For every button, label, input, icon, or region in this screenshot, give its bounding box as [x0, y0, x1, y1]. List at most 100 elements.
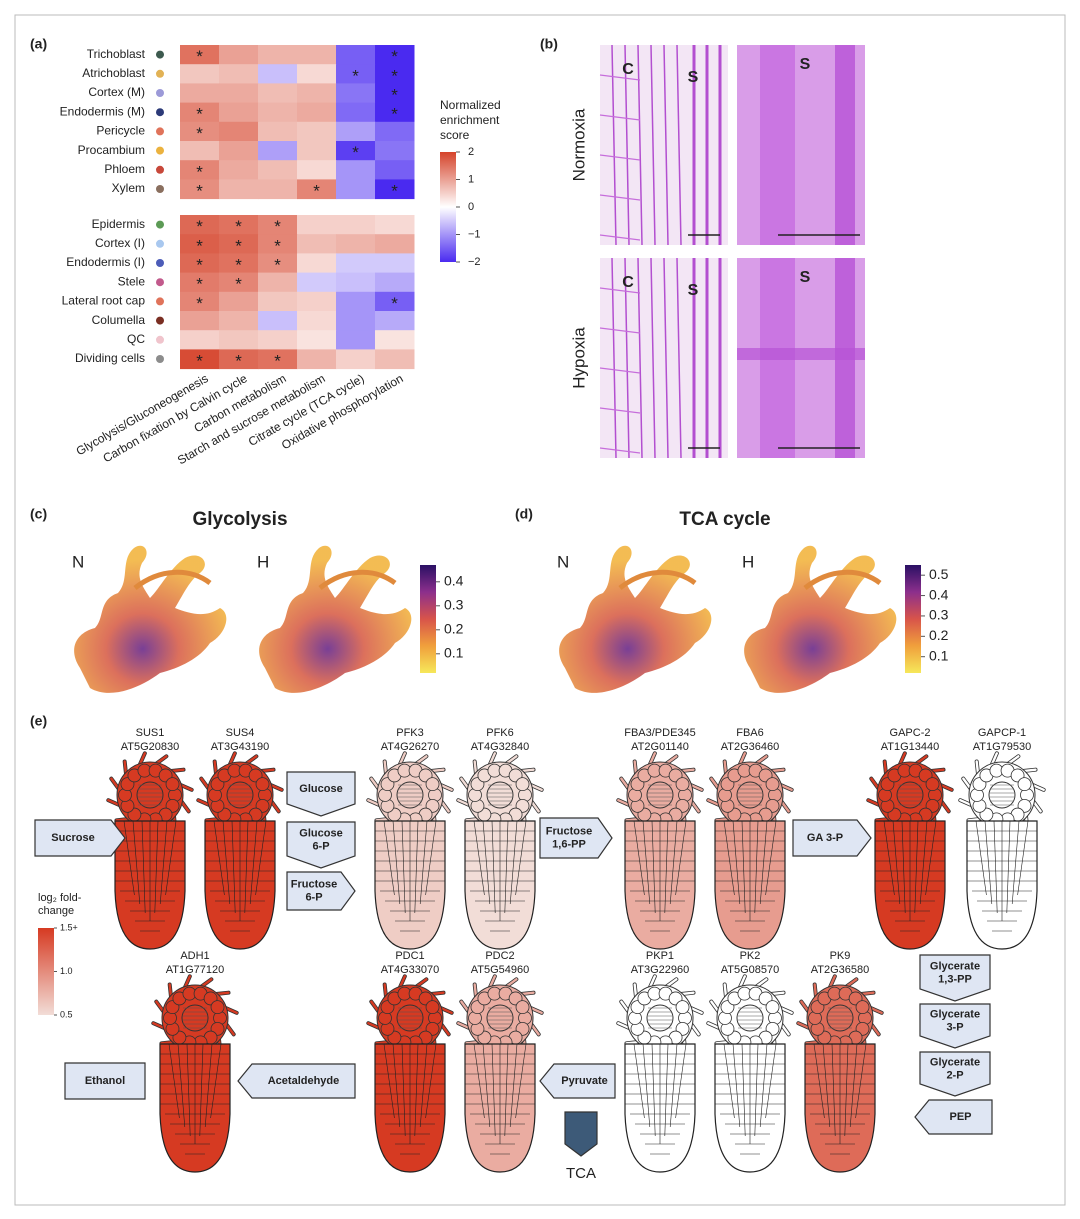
row-color-dot — [156, 297, 164, 306]
root-hair — [723, 760, 728, 776]
cell-wall — [599, 114, 641, 121]
root-hair — [383, 760, 388, 776]
heatmap-cell — [375, 311, 415, 331]
root-hair — [707, 1021, 721, 1030]
root-hair — [270, 800, 280, 813]
gene-id: AT5G08570 — [721, 964, 780, 976]
root-hair — [398, 752, 407, 766]
umap-title: Glycolysis — [192, 509, 287, 530]
heatmap-cell — [180, 179, 220, 200]
metabolite-arrow — [34, 819, 126, 857]
root-hair — [200, 777, 210, 790]
root-hair — [828, 975, 837, 989]
cell-file — [883, 820, 895, 896]
heatmap-cell — [180, 141, 220, 161]
heatmap-cell — [180, 349, 220, 370]
cell-file — [504, 1043, 509, 1137]
heatmap-cell — [336, 253, 376, 274]
root-hair — [715, 1040, 731, 1045]
metabolite-label: Glucose — [299, 783, 342, 795]
metabolite-label: Ethanol — [85, 1075, 125, 1087]
metabolite-arrow — [792, 819, 872, 857]
heatmap-cell — [258, 215, 298, 235]
heatmap-cell — [258, 83, 298, 104]
heatmap-cell — [375, 64, 415, 84]
root-hair — [1007, 755, 1020, 765]
cell-wall — [676, 44, 682, 246]
heatmap-cell — [180, 291, 220, 312]
root-hair — [488, 975, 497, 989]
significance-marker: * — [196, 255, 203, 274]
heatmap-cell — [258, 234, 298, 254]
root-hair — [115, 817, 131, 822]
cell-file — [914, 820, 919, 914]
root-hair — [370, 777, 380, 790]
cell-wall — [611, 44, 617, 246]
heatmap-cell — [219, 349, 259, 370]
metabolite-label: Fructose — [546, 825, 592, 837]
significance-marker: * — [391, 294, 398, 313]
heatmap-cell — [219, 102, 259, 123]
metabolite-label: Glucose — [299, 827, 342, 839]
stele — [396, 1004, 424, 1032]
cell-wall — [637, 257, 643, 459]
row-color-dot — [156, 355, 164, 363]
cortex-cell — [425, 777, 440, 792]
heatmap-cell — [219, 215, 259, 235]
row-label: Procambium — [78, 143, 145, 157]
row-label: Cortex (I) — [95, 236, 145, 250]
heatmap-cell — [180, 330, 220, 350]
root-hair — [797, 1021, 811, 1030]
cell-file — [844, 1043, 849, 1137]
cell-wall — [676, 257, 682, 459]
tissue-label: S — [800, 269, 811, 286]
cortex-cell — [165, 777, 180, 792]
cell-file — [509, 820, 518, 905]
significance-marker: * — [196, 105, 203, 124]
cell-file — [515, 1043, 527, 1119]
heatmap-cell — [375, 45, 415, 65]
heatmap-cell — [375, 215, 415, 235]
significance-marker: * — [313, 181, 320, 200]
cortex-cell — [925, 777, 940, 792]
heatmap-cell — [219, 253, 259, 274]
gene-name: PFK3 — [396, 727, 424, 739]
cell-file — [210, 1043, 222, 1119]
metabolite-arrow — [237, 1063, 356, 1099]
heatmap-cell — [297, 160, 337, 180]
cell-file — [425, 1043, 437, 1119]
condition-label: N — [557, 552, 569, 571]
root-hair — [180, 800, 190, 813]
cell-wall — [599, 154, 641, 161]
panel-label: (b) — [540, 36, 558, 52]
root-hair — [168, 983, 173, 999]
root-hair — [460, 1000, 470, 1013]
condition-label: H — [742, 552, 754, 571]
cell-file — [419, 820, 428, 905]
gene-name: GAPCP-1 — [978, 727, 1026, 739]
root-hair — [465, 817, 481, 822]
gene-id: AT4G33070 — [381, 964, 440, 976]
cell-file — [754, 820, 759, 914]
significance-marker: * — [274, 217, 281, 236]
cell-file — [1017, 820, 1029, 896]
heatmap-cell — [336, 291, 376, 312]
root-hair — [224, 1006, 238, 1015]
root-hair — [898, 752, 907, 766]
cell-band — [835, 45, 855, 245]
root-hair — [197, 798, 211, 807]
cell-file — [633, 820, 645, 896]
root-hair — [967, 817, 983, 822]
heatmap-cell — [375, 141, 415, 161]
root-hair — [689, 783, 703, 792]
gene-id: AT5G20830 — [121, 741, 180, 753]
cell-file — [515, 820, 527, 896]
metabolite-label: Acetaldehyde — [268, 1075, 340, 1087]
root-hair — [875, 817, 891, 822]
cell-file — [204, 1043, 213, 1128]
heatmap-cell — [180, 234, 220, 254]
cell-file — [651, 820, 656, 914]
cell-file — [186, 1043, 191, 1137]
root-hair — [152, 1021, 166, 1030]
significance-marker: * — [391, 66, 398, 85]
